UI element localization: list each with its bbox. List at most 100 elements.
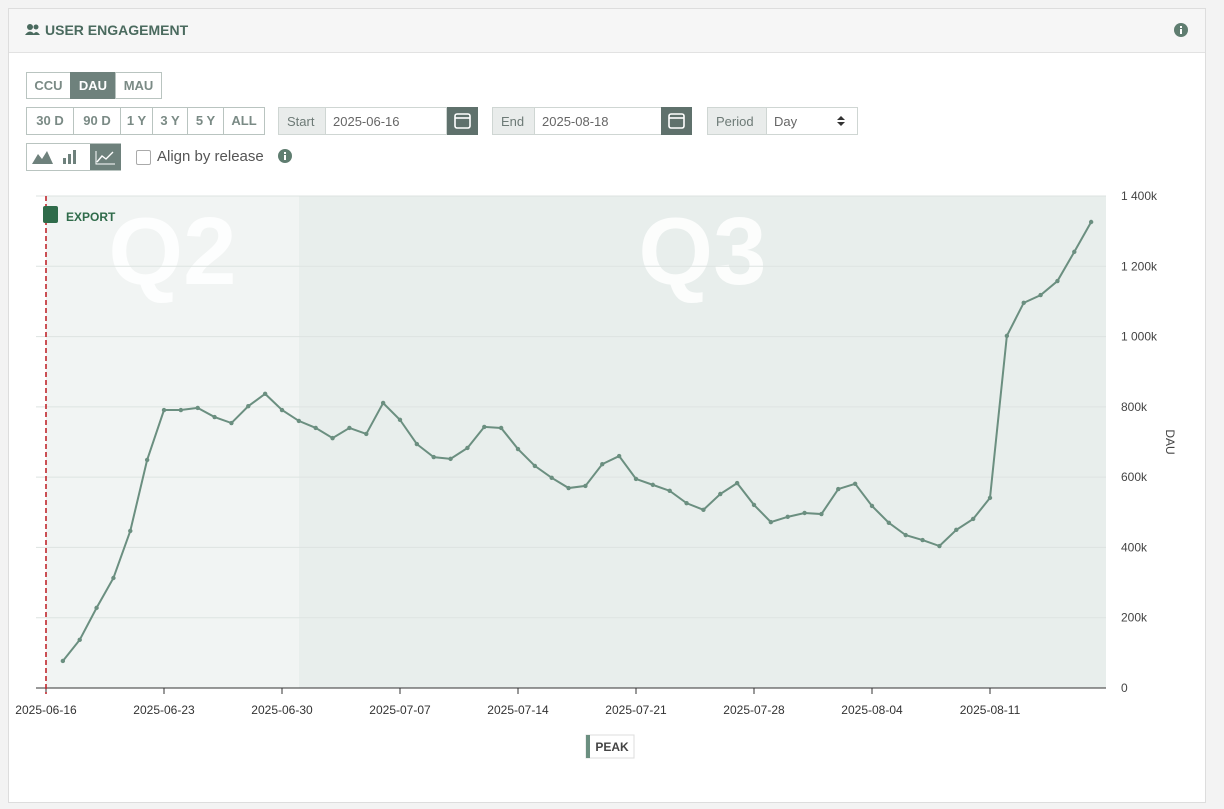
data-point: [1055, 278, 1060, 284]
select-arrows: [837, 116, 845, 126]
align-label: Align by release: [157, 148, 264, 165]
data-point: [970, 516, 976, 522]
range-button[interactable]: 30 D: [26, 107, 74, 135]
x-tick-label: 2025-06-23: [133, 703, 195, 717]
export-label: EXPORT: [66, 210, 116, 224]
info-icon[interactable]: [1173, 22, 1189, 38]
period-select[interactable]: Day: [766, 107, 858, 135]
metric-button[interactable]: CCU: [26, 72, 71, 99]
data-point: [903, 532, 908, 538]
data-point: [60, 658, 66, 664]
panel-title: USER ENGAGEMENT: [45, 22, 189, 38]
metric-button[interactable]: MAU: [115, 72, 162, 99]
chart-type-icons[interactable]: [27, 144, 122, 170]
x-tick-label: 2025-07-07: [369, 703, 431, 717]
range-button[interactable]: ALL: [223, 107, 265, 135]
data-point: [718, 491, 723, 497]
data-point: [246, 403, 251, 409]
series-line: [62, 221, 1093, 662]
data-point: [128, 528, 133, 534]
data-point: [852, 481, 858, 487]
data-point: [195, 405, 200, 411]
export-icon: [43, 206, 58, 223]
quarter-band: [298, 196, 1106, 688]
quarter-label: Q2: [108, 198, 236, 305]
data-point: [330, 435, 335, 441]
end-label: End: [492, 107, 535, 135]
data-point: [937, 543, 942, 549]
y-tick-label: 0: [1121, 681, 1128, 695]
range-button[interactable]: 5 Y: [187, 107, 224, 135]
range-button[interactable]: 90 D: [73, 107, 121, 135]
align-checkbox[interactable]: [136, 150, 151, 165]
data-point: [431, 454, 436, 460]
align-info[interactable]: [277, 148, 293, 164]
data-point: [600, 461, 605, 467]
x-tick-label: 2025-08-11: [960, 703, 1021, 717]
chart-type-group: [26, 143, 121, 171]
y-tick-label: 200k: [1121, 611, 1148, 625]
x-tick-label: 2025-06-30: [251, 703, 313, 717]
data-point: [94, 605, 99, 611]
legend-swatch: [586, 735, 590, 758]
y-tick-label: 800k: [1121, 400, 1148, 414]
data-point: [549, 475, 554, 481]
metric-button[interactable]: DAU: [70, 72, 116, 99]
range-button[interactable]: 1 Y: [120, 107, 153, 135]
range-button[interactable]: 3 Y: [152, 107, 188, 135]
data-point: [650, 482, 656, 488]
data-point: [77, 637, 82, 643]
start-calendar[interactable]: [447, 107, 478, 135]
y-axis-label: DAU: [1163, 429, 1177, 454]
start-input[interactable]: 2025-06-16: [325, 107, 447, 135]
x-tick-label: 2025-07-14: [487, 703, 549, 717]
users-icon: [25, 24, 40, 35]
data-point: [532, 463, 538, 469]
data-point: [262, 391, 268, 397]
x-tick-label: 2025-07-28: [723, 703, 785, 717]
data-point: [836, 486, 841, 492]
data-point: [633, 476, 639, 482]
start-label: Start: [278, 107, 326, 135]
end-calendar[interactable]: [661, 107, 692, 135]
data-point: [347, 425, 352, 431]
data-point: [751, 502, 757, 508]
data-point: [701, 507, 706, 513]
data-point: [397, 417, 403, 423]
data-point: [802, 510, 807, 516]
y-tick-label: 1 200k: [1121, 259, 1158, 273]
data-point: [1004, 333, 1010, 339]
quarter-label: Q3: [638, 198, 766, 305]
y-tick-label: 1 000k: [1121, 330, 1158, 344]
data-point: [1038, 292, 1043, 298]
data-point: [498, 425, 504, 431]
data-point: [178, 407, 184, 413]
x-tick-label: 2025-06-16: [15, 703, 77, 717]
data-point: [465, 445, 470, 451]
data-point: [364, 431, 369, 437]
data-point: [229, 420, 234, 426]
data-point: [734, 480, 740, 486]
end-input[interactable]: 2025-08-18: [534, 107, 662, 135]
data-point: [819, 511, 824, 517]
panel-header: USER ENGAGEMENT: [9, 9, 1205, 53]
data-point: [667, 488, 672, 494]
data-point: [111, 575, 116, 581]
data-point: [515, 446, 521, 452]
data-point: [869, 503, 875, 509]
data-point: [768, 519, 774, 525]
y-tick-label: 1 400k: [1121, 189, 1158, 203]
data-point: [616, 453, 622, 459]
data-point: [1072, 249, 1077, 255]
x-tick-label: 2025-08-04: [841, 703, 903, 717]
data-point: [1021, 300, 1026, 306]
panel: USER ENGAGEMENT Start 2025-06-16 End 202…: [8, 8, 1206, 803]
data-point: [212, 414, 217, 420]
data-point: [954, 527, 959, 533]
legend-label: PEAK: [595, 740, 629, 754]
data-point: [313, 425, 318, 431]
data-point: [920, 537, 925, 543]
data-point: [380, 400, 386, 406]
x-tick-label: 2025-07-21: [605, 703, 667, 717]
data-point: [296, 418, 302, 424]
